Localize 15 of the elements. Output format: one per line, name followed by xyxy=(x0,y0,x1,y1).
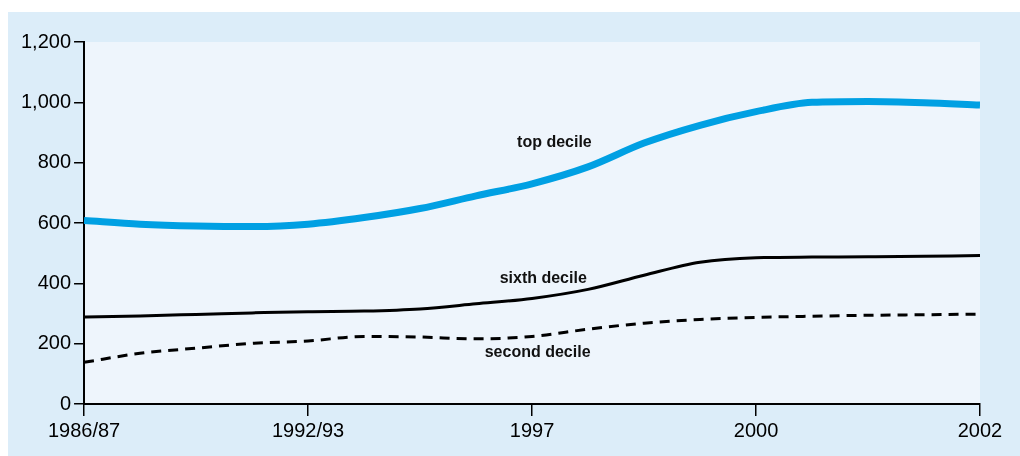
y-tick-label: 200 xyxy=(37,331,72,354)
y-tick-label: 1,200 xyxy=(20,29,72,52)
x-tick-label: 2002 xyxy=(957,418,1003,441)
x-tick-label: 1997 xyxy=(509,418,555,441)
annotation: sixth decile xyxy=(499,268,587,286)
y-tick-label: 600 xyxy=(37,210,72,233)
y-tick-label: 0 xyxy=(59,391,72,414)
annotation: top decile xyxy=(517,132,592,150)
y-tick-label: 1,000 xyxy=(20,89,72,112)
x-tick-label: 2000 xyxy=(733,418,779,441)
annotation: second decile xyxy=(484,342,591,360)
x-tick-label: 1992/93 xyxy=(271,418,345,441)
x-tick-label: 1986/87 xyxy=(47,418,121,441)
y-tick-label: 400 xyxy=(37,270,72,293)
y-tick-label: 800 xyxy=(37,150,72,173)
